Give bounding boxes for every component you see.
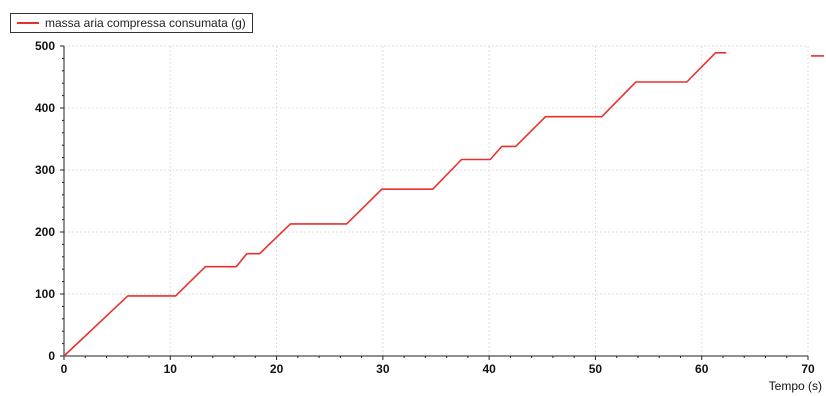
x-tick-label: 20 — [270, 362, 284, 376]
y-tick-label: 0 — [48, 349, 55, 363]
x-tick-label: 30 — [376, 362, 390, 376]
series-line-0 — [63, 51, 727, 357]
x-tick-label: 70 — [801, 362, 815, 376]
y-tick-label: 200 — [35, 225, 55, 239]
grid — [63, 45, 809, 357]
y-tick-label: 300 — [35, 163, 55, 177]
x-tick-label: 60 — [695, 362, 709, 376]
legend-swatch — [17, 22, 39, 24]
x-tick-label: 10 — [164, 362, 178, 376]
y-tick-label: 400 — [35, 101, 55, 115]
x-axis-title: Tempo (s) — [769, 379, 822, 393]
y-tick-label: 500 — [35, 39, 55, 53]
plot-frame — [63, 46, 808, 357]
legend: massa aria compressa consumata (g) — [10, 13, 253, 33]
x-axis-ticks: 0 10 20 30 40 50 60 70 — [61, 356, 815, 376]
legend-label: massa aria compressa consumata (g) — [45, 16, 246, 30]
y-tick-label: 100 — [35, 287, 55, 301]
x-tick-label: 50 — [589, 362, 603, 376]
series-layer — [63, 51, 824, 357]
y-axis-ticks: 0 100 200 300 400 500 — [35, 39, 64, 363]
x-tick-label: 0 — [61, 362, 68, 376]
x-tick-label: 40 — [482, 362, 496, 376]
